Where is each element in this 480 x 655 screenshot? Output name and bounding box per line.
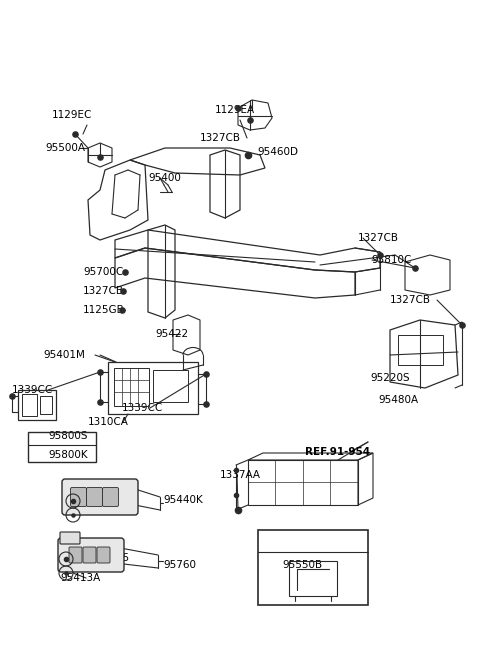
Text: 95760: 95760 <box>163 560 196 570</box>
FancyBboxPatch shape <box>103 487 119 506</box>
Bar <box>22 394 37 416</box>
Text: 95413A: 95413A <box>60 573 100 583</box>
Text: 95800S: 95800S <box>48 431 87 441</box>
Text: 95220S: 95220S <box>370 373 409 383</box>
Text: 1125GB: 1125GB <box>83 305 125 315</box>
Text: 1327CB: 1327CB <box>390 295 431 305</box>
Text: 95400: 95400 <box>148 173 181 183</box>
Text: 1327CB: 1327CB <box>83 286 124 296</box>
Text: 95700C: 95700C <box>83 267 123 277</box>
FancyBboxPatch shape <box>86 487 103 506</box>
Text: 95480A: 95480A <box>378 395 418 405</box>
Text: 95810C: 95810C <box>371 255 411 265</box>
Bar <box>289 561 337 596</box>
Text: 95401M: 95401M <box>43 350 85 360</box>
Text: REF.91-954: REF.91-954 <box>305 447 370 457</box>
Text: 95413A: 95413A <box>82 502 122 512</box>
Text: 1337AA: 1337AA <box>220 470 261 480</box>
Bar <box>398 335 443 365</box>
Text: 1310CA: 1310CA <box>88 417 129 427</box>
Text: 1129EA: 1129EA <box>215 105 255 115</box>
FancyBboxPatch shape <box>58 538 124 572</box>
Bar <box>258 530 368 605</box>
Text: 95460D: 95460D <box>257 147 298 157</box>
Bar <box>114 368 149 406</box>
FancyBboxPatch shape <box>62 479 138 515</box>
Text: 95440K: 95440K <box>163 495 203 505</box>
Bar <box>153 370 188 402</box>
Text: 1327CB: 1327CB <box>200 133 241 143</box>
FancyBboxPatch shape <box>83 547 96 563</box>
Text: 1129EC: 1129EC <box>52 110 92 120</box>
Text: 1339CC: 1339CC <box>122 403 163 413</box>
Text: 95550B: 95550B <box>282 560 322 570</box>
Text: 1339CC: 1339CC <box>12 385 53 395</box>
FancyBboxPatch shape <box>60 532 80 544</box>
FancyBboxPatch shape <box>97 547 110 563</box>
FancyBboxPatch shape <box>71 487 86 506</box>
Text: 95415: 95415 <box>96 553 129 563</box>
Text: 95800K: 95800K <box>48 450 88 460</box>
Bar <box>28 432 96 462</box>
FancyBboxPatch shape <box>69 547 82 563</box>
Text: 95500A: 95500A <box>45 143 85 153</box>
Bar <box>18 390 56 420</box>
Text: 1327CB: 1327CB <box>358 233 399 243</box>
Text: 95422: 95422 <box>155 329 188 339</box>
Bar <box>40 396 52 414</box>
Bar <box>108 362 198 414</box>
